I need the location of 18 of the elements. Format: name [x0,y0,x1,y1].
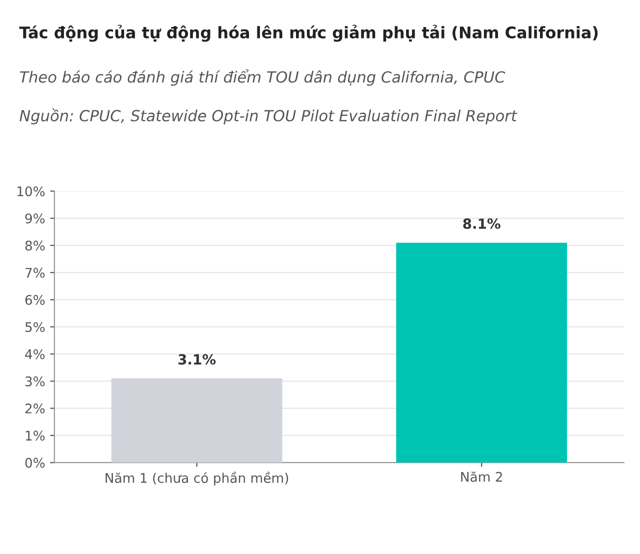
y-tick-label: 7% [26,268,45,278]
y-tick-label: 6% [25,294,45,305]
y-tick-label: 1% [26,430,45,441]
data-label: 8.1% [463,218,500,229]
text: Nguồn: CPUC, Statewide Opt-in TOU Pilot Evaluation Final Report [20,108,518,124]
x-tick-label: Năm 1 (chưa có phần mềm) [106,472,288,486]
data-label: 3.1% [178,354,216,365]
y-tick-label: 10% [17,186,45,196]
y-tick-label: 9% [25,213,45,224]
chart-title: Tác động của tự động hóa lên mức giảm phụ tải (Nam California) [19,24,598,42]
y-tick-label: 0% [25,458,45,468]
y-tick-label: 5% [25,322,45,332]
y-tick-label: 8% [25,240,45,251]
y-tick-label: 2% [25,404,45,414]
chart-subtitle: Theo báo cáo đánh giá thí điểm TOU dân dụng California, CPUC [20,69,506,86]
y-tick-label: 3% [25,376,45,386]
x-tick-label: Năm 2 [461,472,502,482]
y-tick-label: 4% [25,349,45,360]
